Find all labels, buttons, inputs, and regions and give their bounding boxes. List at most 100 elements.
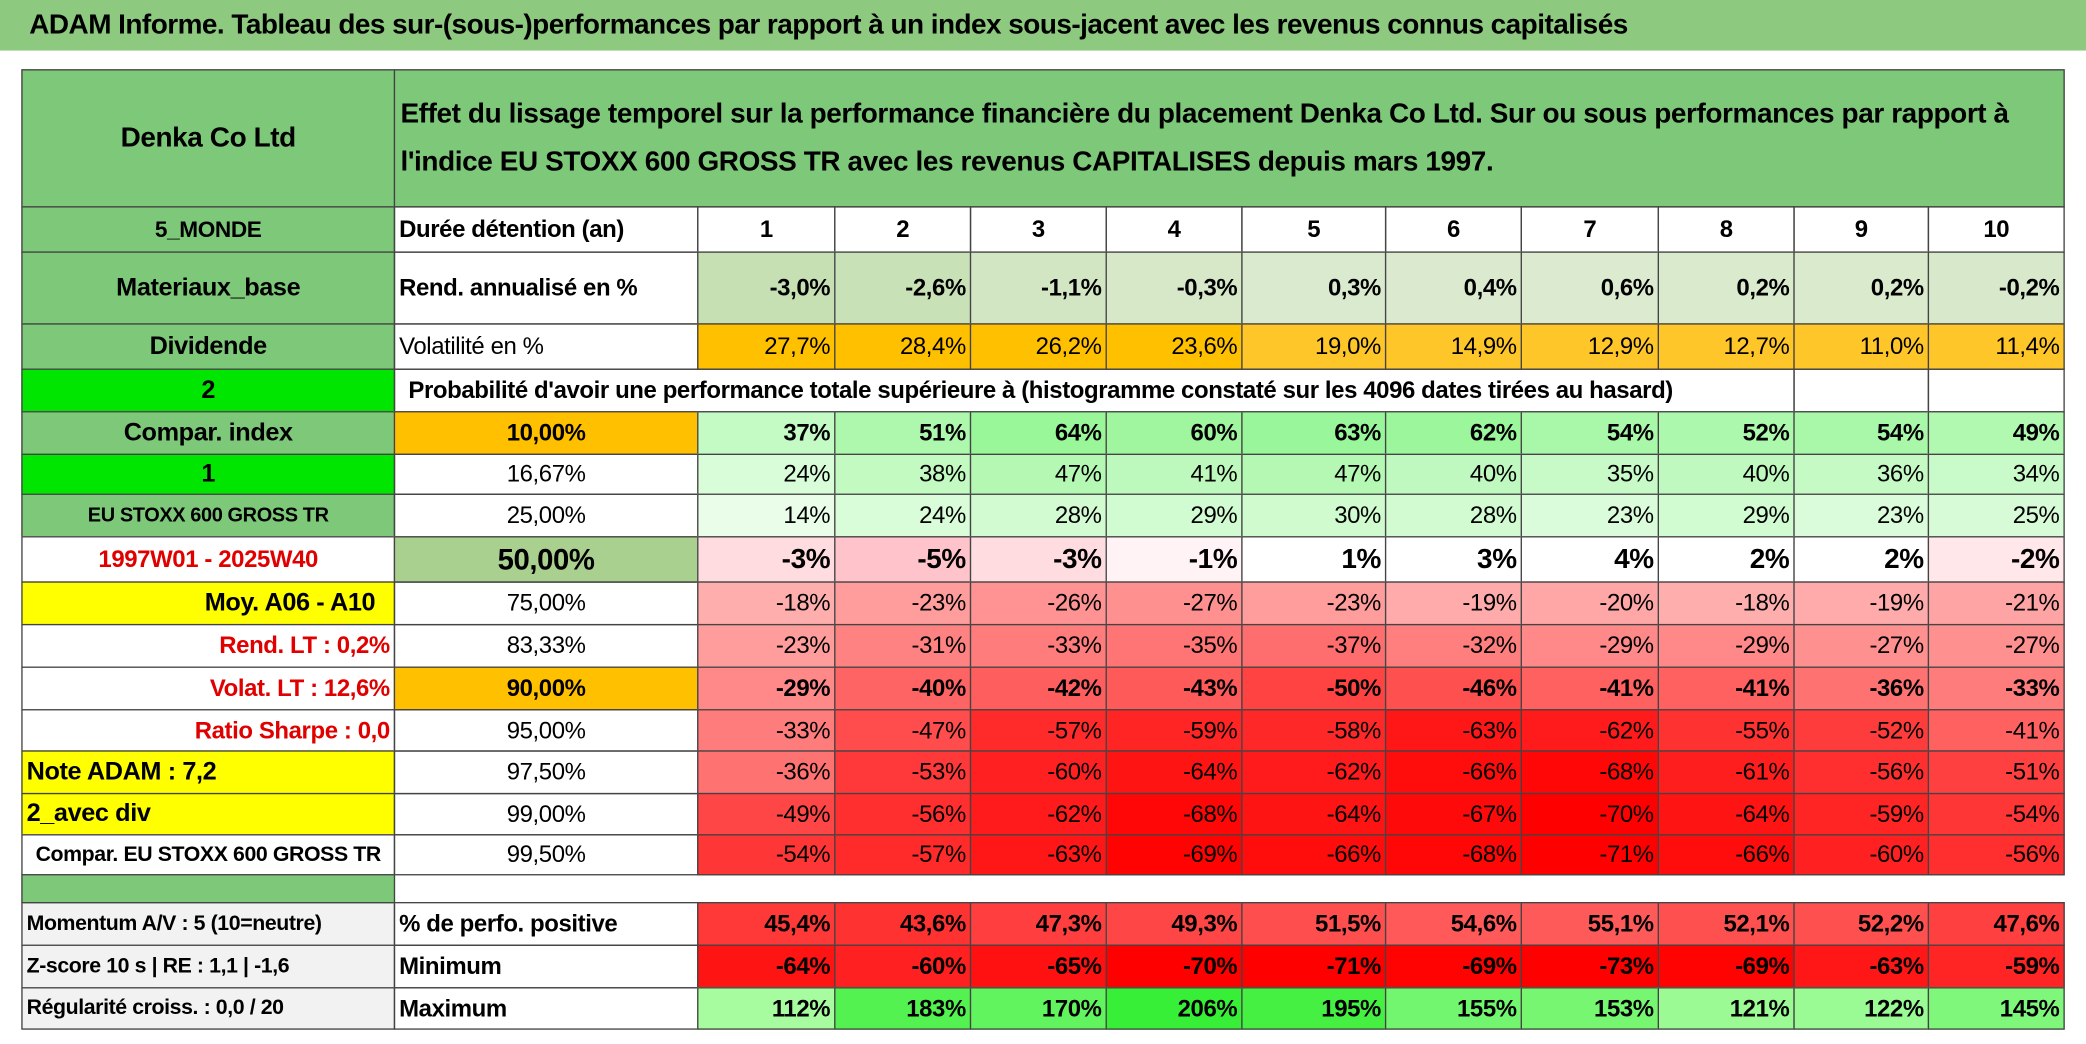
value-cell: -36%	[697, 750, 836, 795]
row-name: Rend. annualisé en %	[393, 251, 699, 325]
value-cell: 145%	[1927, 987, 2065, 1030]
value-cell: 49%	[1927, 411, 2065, 455]
value-cell: 0,3%	[1241, 251, 1387, 325]
row-label: 1997W01 - 2025W40	[21, 536, 396, 583]
value-cell: 122%	[1793, 987, 1930, 1030]
value-cell: -47%	[834, 709, 972, 752]
value-cell: -66%	[1241, 834, 1387, 876]
row-name: Durée détention (an)	[393, 206, 699, 253]
value-cell: 52,1%	[1657, 902, 1795, 946]
value-cell: 54%	[1520, 411, 1660, 455]
value-cell: 195%	[1241, 987, 1387, 1030]
row-label: EU STOXX 600 GROSS TR	[21, 493, 396, 538]
row-label: 2_avec div	[21, 792, 396, 836]
row-name: Maximum	[393, 987, 699, 1030]
value-cell: -41%	[1927, 709, 2065, 752]
value-cell: 0,2%	[1657, 251, 1795, 325]
value-cell: 153%	[1520, 987, 1660, 1030]
value-cell: 170%	[969, 987, 1107, 1030]
value-cell: -26%	[969, 581, 1107, 626]
row-name: 90,00%	[393, 666, 699, 711]
value-cell: 26,2%	[969, 323, 1107, 370]
value-cell: 112%	[697, 987, 836, 1030]
value-cell: -66%	[1657, 834, 1795, 876]
value-cell: -64%	[697, 944, 836, 989]
value-cell: -27%	[1793, 623, 1930, 668]
value-cell: 11,0%	[1793, 323, 1930, 370]
value-cell: -31%	[834, 623, 972, 668]
value-cell: -37%	[1241, 623, 1387, 668]
value-cell: 183%	[834, 987, 972, 1030]
value-cell: -18%	[1657, 581, 1795, 626]
row-name: 95,00%	[393, 709, 699, 752]
value-cell: 51,5%	[1241, 902, 1387, 946]
value-cell: -23%	[834, 581, 972, 626]
value-cell: -71%	[1241, 944, 1387, 989]
description: Effet du lissage temporel sur la perform…	[393, 69, 2065, 208]
value-cell: 52%	[1657, 411, 1795, 455]
value-cell: 40%	[1657, 453, 1795, 495]
value-cell: -59%	[1793, 792, 1930, 836]
value-cell: -71%	[1520, 834, 1660, 876]
row-name: Minimum	[393, 944, 699, 989]
row-name: 75,00%	[393, 581, 699, 626]
value-cell: -54%	[697, 834, 836, 876]
value-cell: 6	[1384, 206, 1522, 253]
value-cell: -23%	[1241, 581, 1387, 626]
value-cell: -64%	[1105, 750, 1243, 795]
value-cell: 35%	[1520, 453, 1660, 495]
value-cell: 0,4%	[1384, 251, 1522, 325]
row-label: Rend. LT : 0,2%	[21, 623, 396, 668]
row-label: Note ADAM : 7,2	[21, 750, 396, 795]
value-cell: 24%	[834, 493, 972, 538]
value-cell: 12,9%	[1520, 323, 1660, 370]
value-cell: 10	[1927, 206, 2065, 253]
value-cell: 12,7%	[1657, 323, 1795, 370]
value-cell: 14,9%	[1384, 323, 1522, 370]
value-cell: -59%	[1105, 709, 1243, 752]
row-name: % de perfo. positive	[393, 902, 699, 946]
value-cell: 4	[1105, 206, 1243, 253]
value-cell: -41%	[1657, 666, 1795, 711]
value-cell: -41%	[1520, 666, 1660, 711]
value-cell: 24%	[697, 453, 836, 495]
value-cell: -73%	[1520, 944, 1660, 989]
value-cell: 54%	[1793, 411, 1930, 455]
value-cell: -61%	[1657, 750, 1795, 795]
value-cell: 45,4%	[697, 902, 836, 946]
value-cell: -42%	[969, 666, 1107, 711]
value-cell: 28%	[969, 493, 1107, 538]
value-cell: -20%	[1520, 581, 1660, 626]
value-cell: 7	[1520, 206, 1660, 253]
value-cell: -33%	[1927, 666, 2065, 711]
value-cell: 55,1%	[1520, 902, 1660, 946]
value-cell: 47,3%	[969, 902, 1107, 946]
value-cell: -19%	[1384, 581, 1522, 626]
value-cell: -58%	[1241, 709, 1387, 752]
value-cell: -3,0%	[697, 251, 836, 325]
value-cell: 14%	[697, 493, 836, 538]
value-cell: -70%	[1105, 944, 1243, 989]
row-name: 97,50%	[393, 750, 699, 795]
value-cell: 29%	[1105, 493, 1243, 538]
value-cell: -64%	[1657, 792, 1795, 836]
value-cell: 5	[1241, 206, 1387, 253]
value-cell: -1%	[1105, 536, 1243, 583]
value-cell: 1	[697, 206, 836, 253]
value-cell: -68%	[1520, 750, 1660, 795]
value-cell: 23,6%	[1105, 323, 1243, 370]
value-cell: -51%	[1927, 750, 2065, 795]
value-cell: 41%	[1105, 453, 1243, 495]
value-cell: 3	[969, 206, 1107, 253]
value-cell: -56%	[1927, 834, 2065, 876]
value-cell: -56%	[1793, 750, 1930, 795]
value-cell: -63%	[1384, 709, 1522, 752]
value-cell: 121%	[1657, 987, 1795, 1030]
value-cell: 2%	[1793, 536, 1930, 583]
row-label: 2	[21, 368, 396, 413]
value-cell: -53%	[834, 750, 972, 795]
value-cell: -62%	[1520, 709, 1660, 752]
row-label: Moy. A06 - A10	[21, 581, 396, 626]
value-cell: -60%	[969, 750, 1107, 795]
value-cell: 60%	[1105, 411, 1243, 455]
